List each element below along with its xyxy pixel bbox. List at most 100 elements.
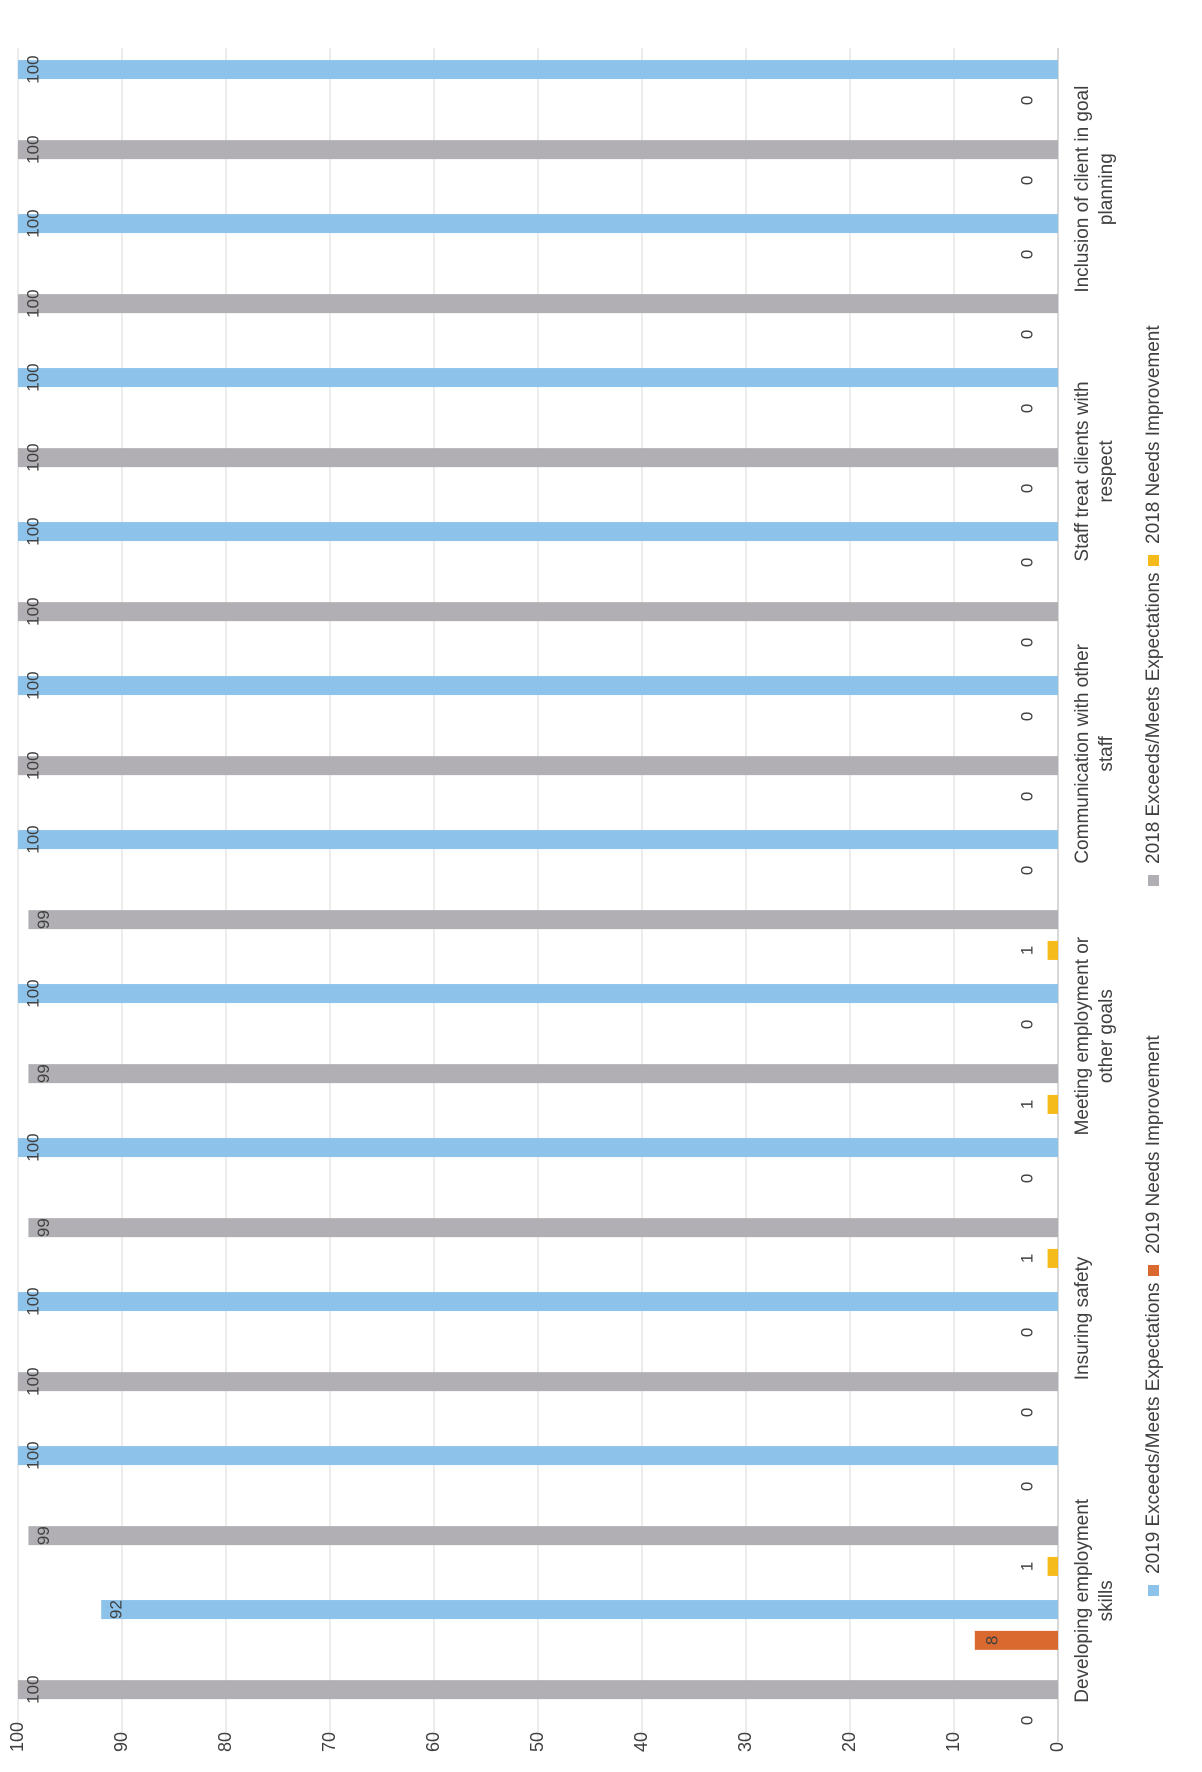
- data-label-s2-4: 99: [34, 1064, 53, 1083]
- bar-s3-1: [1047, 1556, 1058, 1576]
- bar-s0-5: [18, 830, 1058, 850]
- category-label-line: Inclusion of client in goal: [1072, 86, 1093, 293]
- category-label-line: Meeting employment or: [1072, 936, 1093, 1135]
- category-label-line: planning: [1096, 153, 1117, 225]
- category-label-line: Staff treat clients with: [1072, 381, 1093, 561]
- data-label-s3-5: 1: [1017, 946, 1036, 955]
- bar-s0-6: [18, 676, 1058, 696]
- bar-s0-0: [101, 1600, 1058, 1620]
- tick-label-10: 10: [943, 1732, 963, 1752]
- tick-label-0: 0: [1047, 1742, 1067, 1752]
- bar-s0-1: [18, 1446, 1058, 1466]
- tick-label-100: 100: [7, 1722, 27, 1752]
- data-label-s1-7: 0: [1017, 558, 1036, 567]
- bar-s0-4: [18, 984, 1058, 1004]
- data-label-s1-9: 0: [1017, 250, 1036, 259]
- data-label-s3-10: 0: [1017, 176, 1036, 185]
- data-label-s2-1: 99: [34, 1526, 53, 1545]
- data-label-s1-5: 0: [1017, 866, 1036, 875]
- bar-s0-8: [18, 368, 1058, 388]
- category-label-line: skills: [1096, 1580, 1117, 1621]
- category-label-4: Staff treat clients with respect: [1072, 381, 1117, 561]
- tick-label-60: 60: [423, 1732, 443, 1752]
- data-label-s2-8: 100: [23, 443, 42, 471]
- data-label-s0-2: 100: [23, 1287, 42, 1315]
- bar-s3-5: [1047, 940, 1058, 960]
- bar-s0-2: [18, 1292, 1058, 1312]
- bar-s2-4: [28, 1064, 1058, 1084]
- data-label-s1-10: 0: [1017, 96, 1036, 105]
- bar-s1-0: [974, 1630, 1058, 1650]
- bar-s2-1: [28, 1526, 1058, 1546]
- legend-swatch-1: [1148, 1265, 1159, 1276]
- data-label-s0-1: 100: [23, 1441, 42, 1469]
- data-label-s3-7: 0: [1017, 638, 1036, 647]
- data-label-s2-2: 100: [23, 1367, 42, 1395]
- data-label-s3-3: 1: [1017, 1254, 1036, 1263]
- category-label-1: Insuring safety: [1072, 1256, 1093, 1380]
- data-label-s0-3: 100: [23, 1133, 42, 1161]
- category-label-5: Inclusion of client in goal planning: [1072, 86, 1117, 293]
- bar-s2-8: [18, 448, 1058, 468]
- tick-label-70: 70: [319, 1732, 339, 1752]
- data-label-s1-8: 0: [1017, 404, 1036, 413]
- bar-s2-3: [28, 1218, 1058, 1238]
- category-label-line: Communication with other: [1072, 643, 1093, 863]
- data-label-s0-0: 92: [107, 1600, 126, 1619]
- bar-s0-3: [18, 1138, 1058, 1158]
- data-label-s3-1: 1: [1017, 1562, 1036, 1571]
- legend-label-0: 2019 Exceeds/Meets Expectations: [1143, 1282, 1164, 1574]
- bar-s2-2: [18, 1372, 1058, 1392]
- data-label-s2-6: 100: [23, 751, 42, 779]
- category-label-line: Insuring safety: [1072, 1256, 1093, 1380]
- category-label-line: staff: [1096, 735, 1117, 771]
- tick-label-80: 80: [215, 1732, 235, 1752]
- data-label-s3-6: 0: [1017, 792, 1036, 801]
- category-label-line: Developing employment: [1072, 1498, 1093, 1703]
- data-label-s1-1: 0: [1017, 1482, 1036, 1491]
- tick-label-90: 90: [111, 1732, 131, 1752]
- data-label-s0-10: 100: [23, 55, 42, 83]
- category-label-line: respect: [1096, 440, 1117, 503]
- bar-s2-0: [18, 1680, 1058, 1700]
- tick-label-20: 20: [839, 1732, 859, 1752]
- bar-s2-7: [18, 602, 1058, 622]
- data-label-s3-2: 0: [1017, 1408, 1036, 1417]
- tick-label-50: 50: [527, 1732, 547, 1752]
- data-label-s2-10: 100: [23, 135, 42, 163]
- data-label-s2-7: 100: [23, 597, 42, 625]
- bar-s2-6: [18, 756, 1058, 776]
- data-label-s3-4: 1: [1017, 1100, 1036, 1109]
- bar-s2-10: [18, 140, 1058, 160]
- data-label-s0-9: 100: [23, 209, 42, 237]
- data-label-s3-9: 0: [1017, 330, 1036, 339]
- category-label-line: other goals: [1096, 989, 1117, 1083]
- data-label-s2-0: 100: [23, 1675, 42, 1703]
- bar-s0-9: [18, 214, 1058, 234]
- data-label-s0-5: 100: [23, 825, 42, 853]
- category-label-2: Meeting employment or other goals: [1072, 936, 1117, 1135]
- bar-s3-4: [1047, 1094, 1058, 1114]
- data-label-s2-5: 99: [34, 910, 53, 929]
- data-label-s0-8: 100: [23, 363, 42, 391]
- legend-swatch-3: [1148, 555, 1159, 566]
- bar-s0-7: [18, 522, 1058, 542]
- data-label-s3-0: 0: [1017, 1716, 1036, 1725]
- bar-s2-9: [18, 294, 1058, 314]
- bar-s3-3: [1047, 1248, 1058, 1268]
- data-label-s2-3: 99: [34, 1218, 53, 1237]
- data-label-s1-6: 0: [1017, 712, 1036, 721]
- legend-swatch-2: [1148, 875, 1159, 886]
- legend-label-1: 2019 Needs Improvement: [1143, 1035, 1164, 1254]
- category-label-0: Developing employment skills: [1072, 1498, 1117, 1703]
- data-label-s0-7: 100: [23, 517, 42, 545]
- data-label-s0-4: 100: [23, 979, 42, 1007]
- data-label-s1-3: 0: [1017, 1174, 1036, 1183]
- legend-swatch-0: [1148, 1585, 1159, 1596]
- category-label-3: Communication with other staff: [1072, 643, 1117, 863]
- data-label-s1-0: 8: [982, 1636, 1001, 1645]
- legend-label-3: 2018 Needs Improvement: [1143, 325, 1164, 544]
- tick-label-30: 30: [735, 1732, 755, 1752]
